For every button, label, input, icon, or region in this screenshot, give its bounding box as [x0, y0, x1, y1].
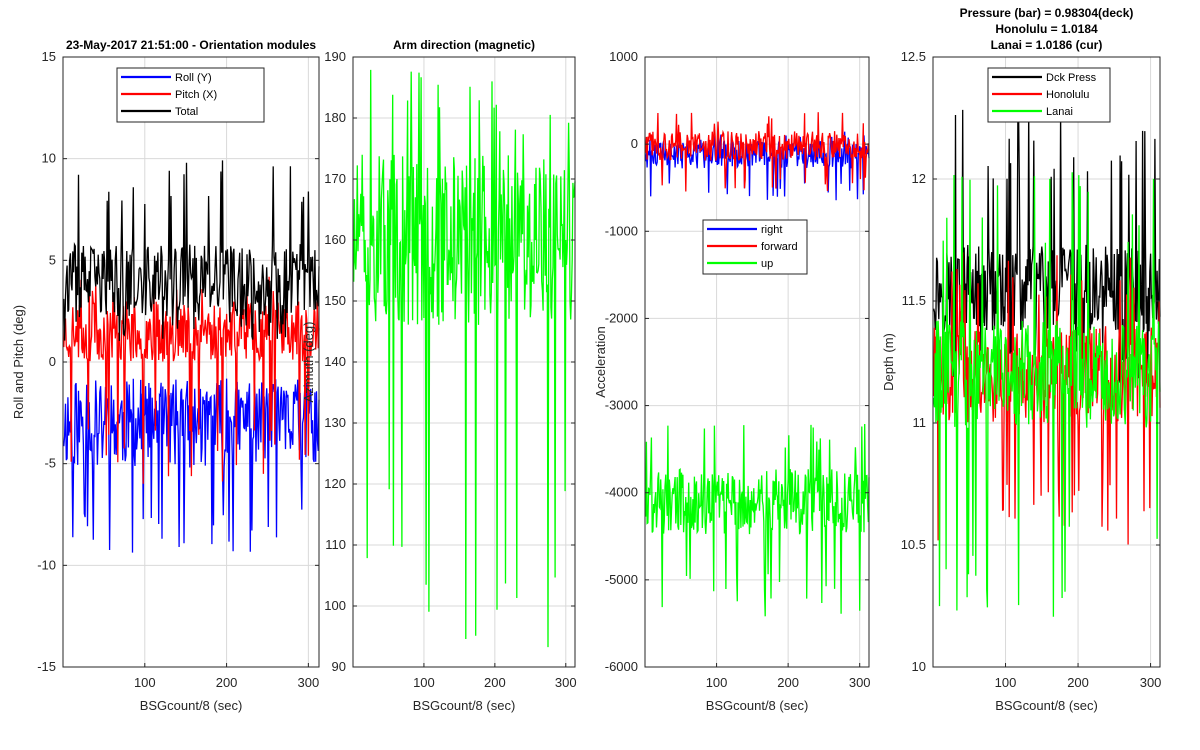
y-axis-label: Acceleration	[593, 326, 608, 398]
y-axis-label: Azimuth (deg)	[301, 322, 316, 403]
y-tick-label: -2000	[605, 310, 638, 325]
chart-title: Arm direction (magnetic)	[393, 38, 535, 52]
y-tick-label: 150	[324, 293, 346, 308]
legend-entry-label: Lanai	[1046, 106, 1073, 118]
y-tick-label: -15	[37, 659, 56, 674]
y-tick-label: 0	[631, 136, 638, 151]
y-tick-label: 110	[325, 537, 346, 552]
y-tick-label: 15	[42, 49, 56, 64]
series-line-azimuth	[353, 69, 576, 648]
legend-entry-label: up	[761, 258, 773, 270]
legend-entry-label: Honolulu	[1046, 89, 1089, 101]
x-tick-label: 100	[706, 675, 728, 690]
y-tick-label: 11.5	[902, 293, 926, 308]
y-tick-label: 100	[324, 598, 346, 613]
axes-box	[932, 56, 1161, 668]
y-tick-label: -10	[37, 557, 56, 572]
y-tick-label: -1000	[605, 223, 638, 238]
y-tick-label: 180	[324, 110, 346, 125]
y-tick-label: 11	[913, 415, 927, 430]
y-tick-label: -6000	[605, 659, 638, 674]
y-axis-label: Roll and Pitch (deg)	[11, 305, 26, 419]
series-line-honolulu	[933, 252, 1161, 545]
axes-box	[644, 56, 870, 668]
series-line-lanai	[933, 172, 1161, 617]
y-tick-label: 1000	[609, 49, 638, 64]
chart-title: Lanai = 1.0186 (cur)	[991, 38, 1103, 52]
series-line-forward	[645, 112, 870, 192]
y-tick-label: 12	[912, 171, 926, 186]
series-line-up	[645, 423, 870, 617]
series-line-total	[63, 160, 320, 341]
x-axis-label: BSGcount/8 (sec)	[413, 698, 516, 713]
legend: Roll (Y) Pitch (X) Total	[116, 67, 265, 123]
legend: right forward up	[702, 219, 808, 275]
x-tick-label: 200	[216, 675, 238, 690]
y-axis-label: Depth (m)	[881, 333, 896, 391]
legend-entry-label: Dck Press	[1046, 72, 1097, 84]
y-tick-label: 190	[324, 49, 346, 64]
chart-title: Honolulu = 1.0184	[995, 22, 1098, 36]
chart-title: Pressure (bar) = 0.98304(deck)	[960, 6, 1134, 20]
chart-depth: 10 10.5 11 11.5 12 12.5 100 200 300 BSGcount/8 (s…	[881, 6, 1161, 713]
y-tick-label: 5	[49, 252, 56, 267]
y-tick-label: -5000	[605, 572, 638, 587]
x-tick-label: 100	[995, 675, 1017, 690]
legend-entry-label: Roll (Y)	[175, 72, 212, 84]
chart-orientation: -15 -10 -5 0 5 10 15 100 200 300 BSGcount/8 (sec) R…	[11, 38, 320, 713]
chart-azimuth: 90 100 110 120 130 140 150 160 170 180 190 100 200 30…	[301, 38, 577, 713]
y-tick-label: -4000	[605, 485, 638, 500]
y-tick-label: 90	[332, 659, 346, 674]
y-tick-label: 170	[324, 171, 346, 186]
y-tick-label: 120	[324, 476, 346, 491]
legend-entry-label: Pitch (X)	[175, 89, 217, 101]
x-tick-label: 300	[1140, 675, 1162, 690]
x-tick-label: 100	[134, 675, 156, 690]
y-tick-label: 140	[324, 354, 346, 369]
y-tick-label: -5	[44, 456, 56, 471]
y-tick-label: -3000	[605, 398, 638, 413]
y-tick-label: 12.5	[901, 49, 926, 64]
x-axis-label: BSGcount/8 (sec)	[140, 698, 243, 713]
chart-title: 23-May-2017 21:51:00 - Orientation modul…	[66, 38, 316, 52]
y-tick-label: 10	[912, 659, 926, 674]
chart-acceleration: -6000 -5000 -4000 -3000 -2000 -1000 0 1000 100 20…	[593, 49, 871, 713]
x-tick-label: 300	[298, 675, 320, 690]
x-tick-label: 200	[484, 675, 506, 690]
x-axis-label: BSGcount/8 (sec)	[706, 698, 809, 713]
legend-entry-label: forward	[761, 241, 798, 253]
legend-entry-label: right	[761, 224, 782, 236]
x-tick-label: 200	[777, 675, 799, 690]
x-tick-label: 100	[413, 675, 435, 690]
legend: Dck Press Honolulu Lanai	[987, 67, 1111, 123]
y-tick-label: 130	[324, 415, 346, 430]
y-tick-label: 10.5	[901, 537, 926, 552]
x-axis-label: BSGcount/8 (sec)	[995, 698, 1098, 713]
legend-entry-label: Total	[175, 106, 198, 118]
x-tick-label: 300	[555, 675, 577, 690]
x-tick-label: 200	[1067, 675, 1089, 690]
x-tick-label: 300	[849, 675, 871, 690]
y-tick-label: 0	[49, 354, 56, 369]
y-tick-label: 10	[42, 151, 56, 166]
y-tick-label: 160	[324, 232, 346, 247]
